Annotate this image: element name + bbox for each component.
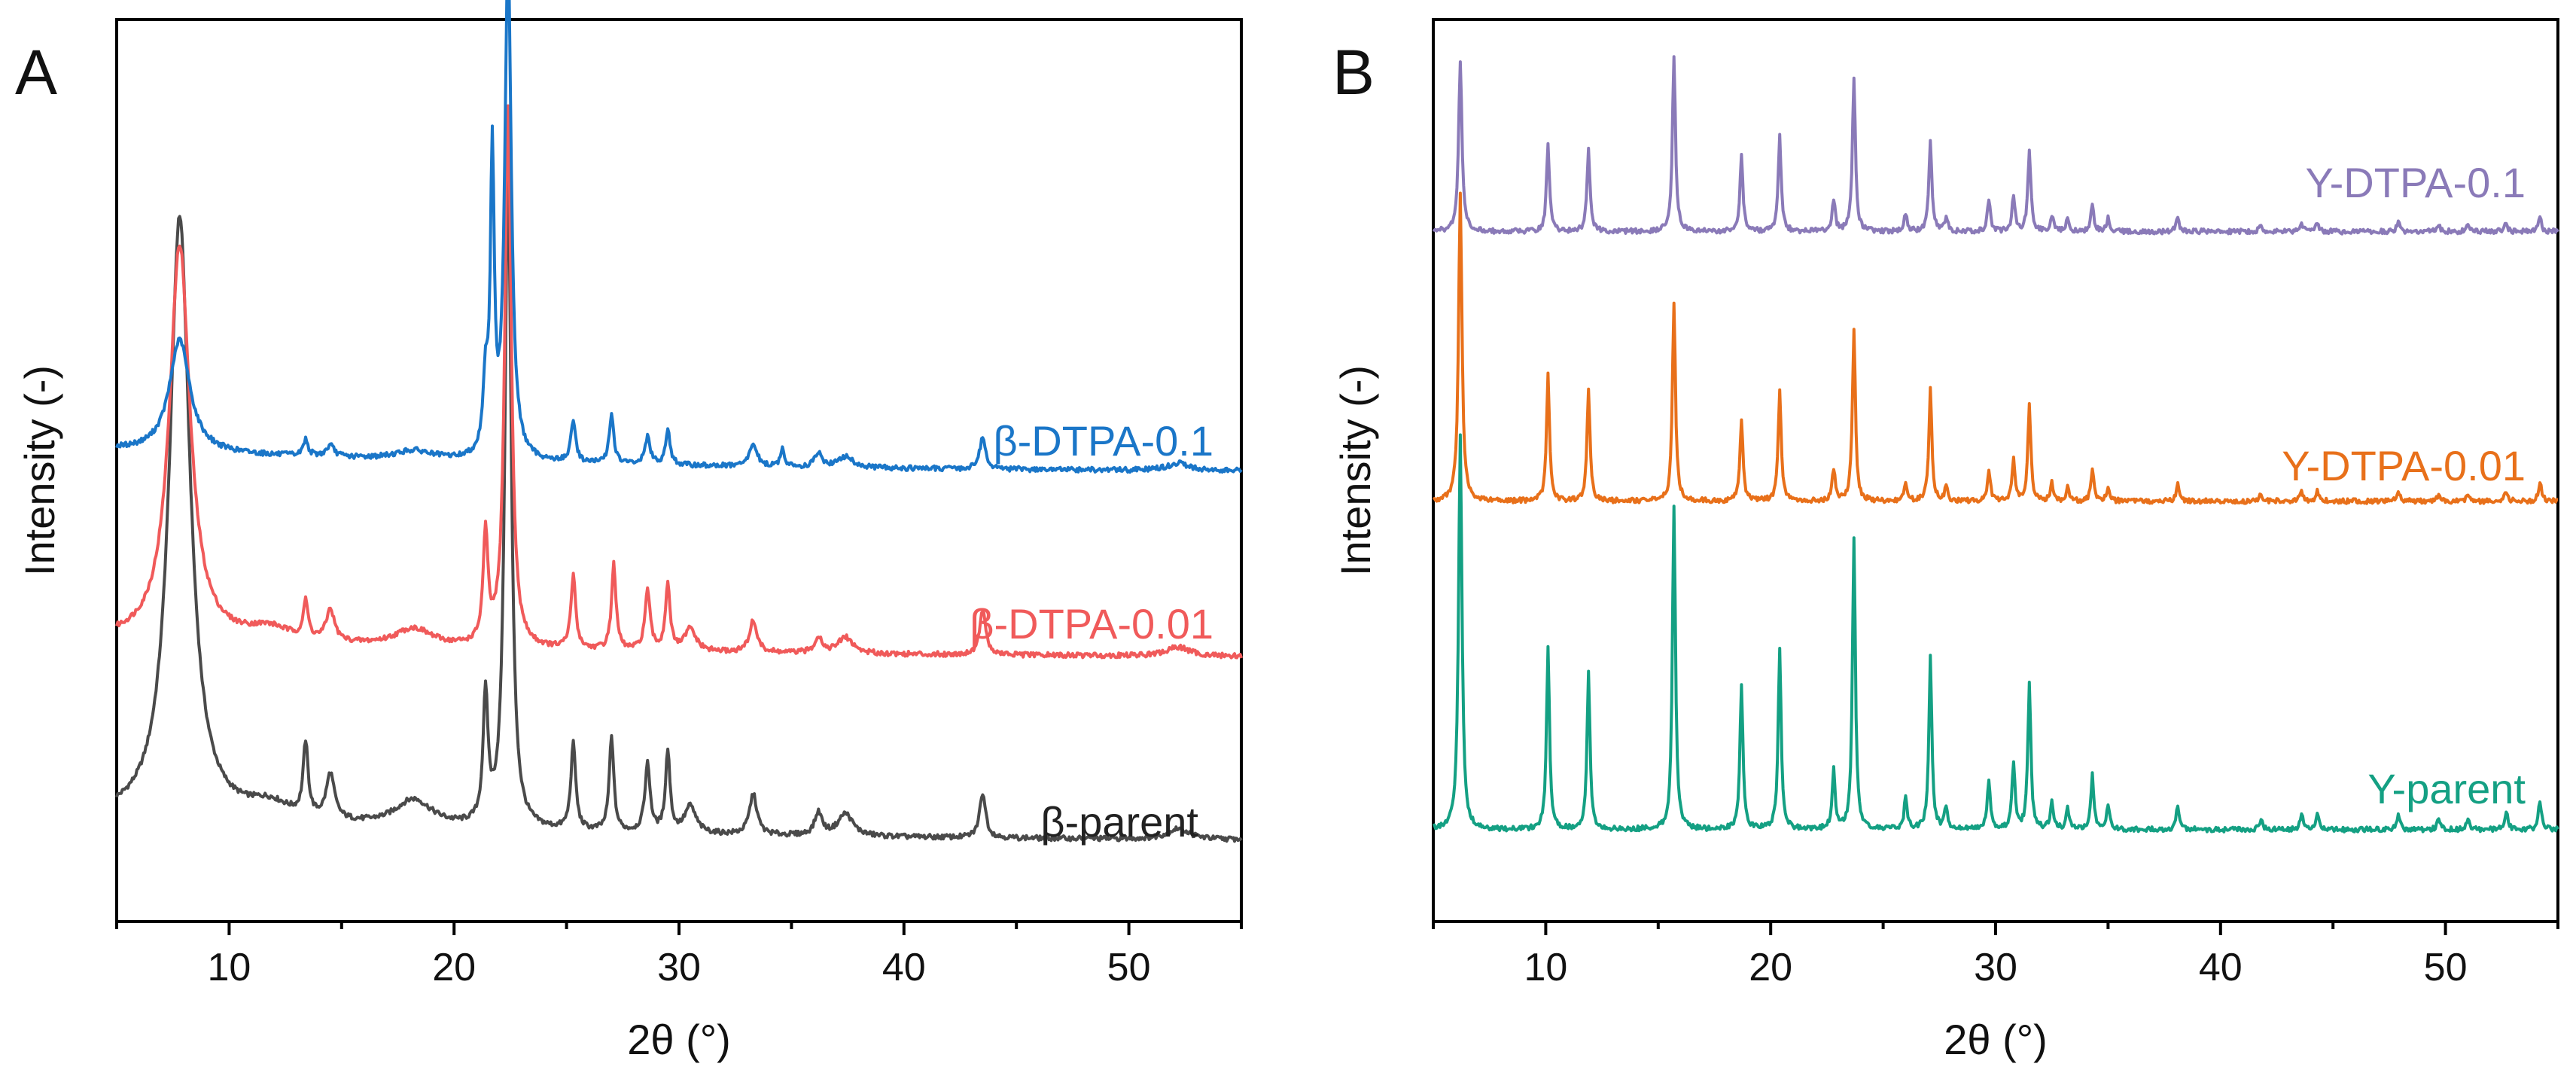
- series-line-y-dtpa-0-01: [1432, 191, 2559, 505]
- panel-b-x-tick-label: 50: [2424, 946, 2468, 989]
- label-beta-dtpa-0-01: β-DTPA-0.01: [970, 600, 1213, 648]
- label-y-parent: Y-parent: [2367, 765, 2526, 812]
- panel-b-x-axis: 10 20 30 40 50: [1432, 922, 2559, 989]
- series-line-beta-dtpa-0-01: [115, 104, 1243, 660]
- panel-b-x-tick-label: 40: [2199, 946, 2243, 989]
- panel-b-x-axis-title: 2θ (°): [1944, 1016, 2048, 1063]
- series-line-beta-parent: [115, 168, 1243, 843]
- panel-a-x-tick-label: 50: [1107, 946, 1151, 989]
- series-line-beta-dtpa-0-1: [115, 0, 1243, 474]
- panel-b-x-tick-label: 10: [1524, 946, 1567, 989]
- panel-a-series-layer: [115, 0, 1243, 843]
- label-beta-dtpa-0-1: β-DTPA-0.1: [993, 417, 1213, 465]
- panel-b-letter: B: [1332, 37, 1375, 108]
- label-beta-parent: β-parent: [1040, 798, 1198, 846]
- panel-a-x-tick-label: 10: [207, 946, 251, 989]
- label-y-dtpa-0-1: Y-DTPA-0.1: [2305, 159, 2526, 206]
- panel-b-chart: B 10 20 30 40 50 2θ (°) Intensity (-) Y-DTPA…: [1332, 18, 2559, 1063]
- panel-a-x-axis: 10 20 30 40 50: [115, 922, 1243, 989]
- panel-a-x-tick-label: 20: [432, 946, 476, 989]
- series-line-y-parent: [1432, 433, 2559, 834]
- panel-a-x-axis-title: 2θ (°): [627, 1016, 731, 1063]
- panel-b-x-tick-label: 20: [1749, 946, 1792, 989]
- panel-a-x-tick-label: 40: [882, 946, 926, 989]
- label-y-dtpa-0-01: Y-DTPA-0.01: [2282, 442, 2526, 489]
- panel-a-x-tick-label: 30: [657, 946, 701, 989]
- panel-a-letter: A: [15, 37, 57, 108]
- panel-a-chart: A 10 20 30 40 50 2θ (°) Intensity (-) β-DTPA…: [15, 0, 1243, 1063]
- panel-b-x-tick-label: 30: [1974, 946, 2017, 989]
- panel-b-series-layer: [1432, 55, 2559, 834]
- panel-a-y-axis-title: Intensity (-): [16, 365, 63, 576]
- panel-b-y-axis-title: Intensity (-): [1332, 365, 1379, 576]
- series-line-y-dtpa-0-1: [1432, 55, 2559, 236]
